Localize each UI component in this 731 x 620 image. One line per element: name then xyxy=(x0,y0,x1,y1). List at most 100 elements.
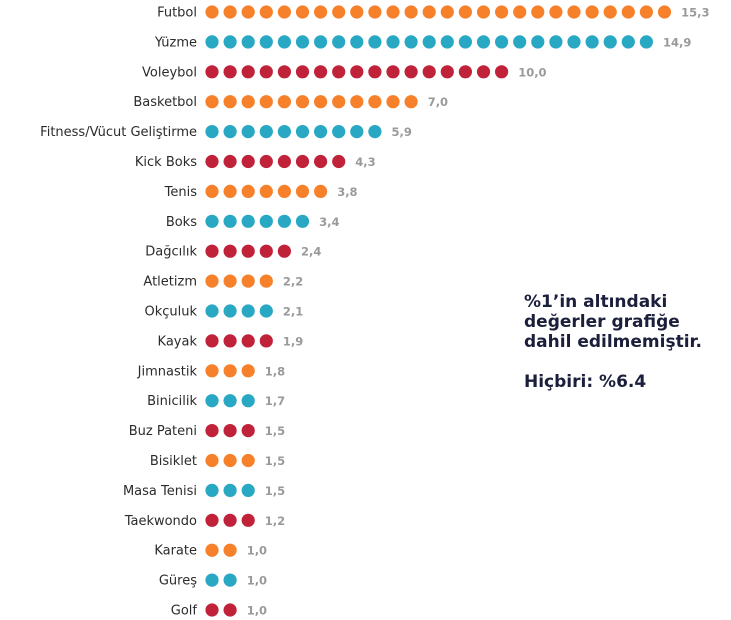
data-dot xyxy=(657,5,672,19)
data-dot xyxy=(241,244,255,258)
value-label: 2,1 xyxy=(283,305,303,319)
data-dot xyxy=(277,95,291,109)
data-dot xyxy=(314,95,328,109)
data-dot xyxy=(223,214,237,228)
value-label: 15,3 xyxy=(681,6,709,20)
category-label: Jimnastik xyxy=(137,364,198,379)
value-label: 1,5 xyxy=(265,454,285,468)
data-dot xyxy=(277,154,291,169)
category-label: Boks xyxy=(166,215,197,230)
data-dot xyxy=(205,184,219,198)
category-label: Dağcılık xyxy=(145,245,197,260)
category-label: Karate xyxy=(154,544,197,559)
data-dot xyxy=(277,214,291,228)
category-label: Kayak xyxy=(158,334,198,349)
data-dot xyxy=(223,394,237,408)
data-dot xyxy=(259,95,273,109)
note-line-4: Hiçbiri: %6.4 xyxy=(524,372,647,392)
category-label: Voleybol xyxy=(142,65,197,80)
data-dot xyxy=(350,35,364,49)
data-dot xyxy=(386,5,400,19)
data-dot xyxy=(332,125,346,139)
data-dot xyxy=(531,35,545,49)
data-dot xyxy=(259,274,273,288)
category-label: Okçuluk xyxy=(144,305,197,320)
category-label: Futbol xyxy=(157,6,197,21)
data-dot xyxy=(205,125,219,139)
data-dot xyxy=(332,65,346,79)
data-dot xyxy=(205,453,219,468)
chart-row: Dağcılık 2,4 xyxy=(145,244,321,260)
data-dot xyxy=(241,424,255,438)
value-label: 1,5 xyxy=(265,424,285,438)
category-label: Buz Pateni xyxy=(129,424,197,439)
chart-row: Fitness/Vücut Geliştirme 5,9 xyxy=(40,125,412,140)
chart-row: Binicilik 1,7 xyxy=(147,394,285,409)
value-label: 4,3 xyxy=(355,155,375,169)
value-label: 5,9 xyxy=(392,125,412,139)
category-label: Bisiklet xyxy=(150,454,197,469)
data-dot xyxy=(205,5,219,19)
data-dot xyxy=(531,5,545,19)
data-dot xyxy=(205,154,219,169)
data-dot xyxy=(277,5,291,19)
data-dot xyxy=(567,35,581,49)
data-dot xyxy=(440,5,454,19)
data-dot xyxy=(332,5,346,19)
chart-row: Masa Tenisi 1,5 xyxy=(123,483,285,499)
data-dot xyxy=(223,304,237,318)
data-dot xyxy=(205,65,219,79)
data-dot xyxy=(241,453,255,468)
data-dot xyxy=(223,154,237,169)
data-dot xyxy=(205,364,219,378)
category-label: Binicilik xyxy=(147,394,197,409)
data-dot xyxy=(241,334,255,348)
value-label: 2,2 xyxy=(283,275,303,289)
data-dot xyxy=(205,424,219,438)
data-dot xyxy=(205,394,219,408)
data-dot xyxy=(314,125,328,139)
category-label: Masa Tenisi xyxy=(123,484,197,499)
data-dot xyxy=(350,95,364,109)
data-dot xyxy=(277,184,291,198)
chart-row: Atletizm 2,2 xyxy=(143,274,303,290)
data-dot xyxy=(440,65,454,79)
data-dot xyxy=(495,35,509,49)
data-dot xyxy=(332,35,346,49)
chart-row: Yüzme 14,9 xyxy=(154,35,691,50)
data-dot xyxy=(259,184,273,198)
value-label: 10,0 xyxy=(518,65,546,79)
data-dot xyxy=(223,364,237,378)
chart-row: Taekwondo 1,2 xyxy=(124,513,285,529)
data-dot xyxy=(241,513,255,527)
data-dot xyxy=(585,35,599,49)
data-dot xyxy=(223,603,237,617)
data-dot xyxy=(205,483,219,497)
data-dot xyxy=(295,95,310,109)
data-dot xyxy=(458,35,472,49)
data-dot xyxy=(332,95,346,109)
value-label: 1,0 xyxy=(247,604,267,618)
data-dot xyxy=(223,543,237,557)
data-dot xyxy=(259,65,273,79)
data-dot xyxy=(241,364,255,378)
data-dot xyxy=(223,5,237,19)
data-dot xyxy=(422,35,436,49)
data-dot xyxy=(440,35,454,49)
value-label: 1,2 xyxy=(265,514,285,528)
data-dot xyxy=(241,184,255,198)
data-dot xyxy=(458,65,472,79)
data-dot xyxy=(223,35,237,49)
data-dot xyxy=(223,95,237,109)
data-dot xyxy=(259,244,273,258)
data-dot xyxy=(241,154,255,169)
value-label: 2,4 xyxy=(301,245,321,259)
data-dot xyxy=(277,244,291,258)
data-dot xyxy=(205,543,219,557)
category-label: Atletizm xyxy=(143,275,197,290)
data-dot xyxy=(476,35,491,49)
chart-row: Tenis 3,8 xyxy=(164,184,358,200)
value-label: 1,8 xyxy=(265,364,285,378)
data-dot xyxy=(368,35,382,49)
data-dot xyxy=(332,154,346,169)
